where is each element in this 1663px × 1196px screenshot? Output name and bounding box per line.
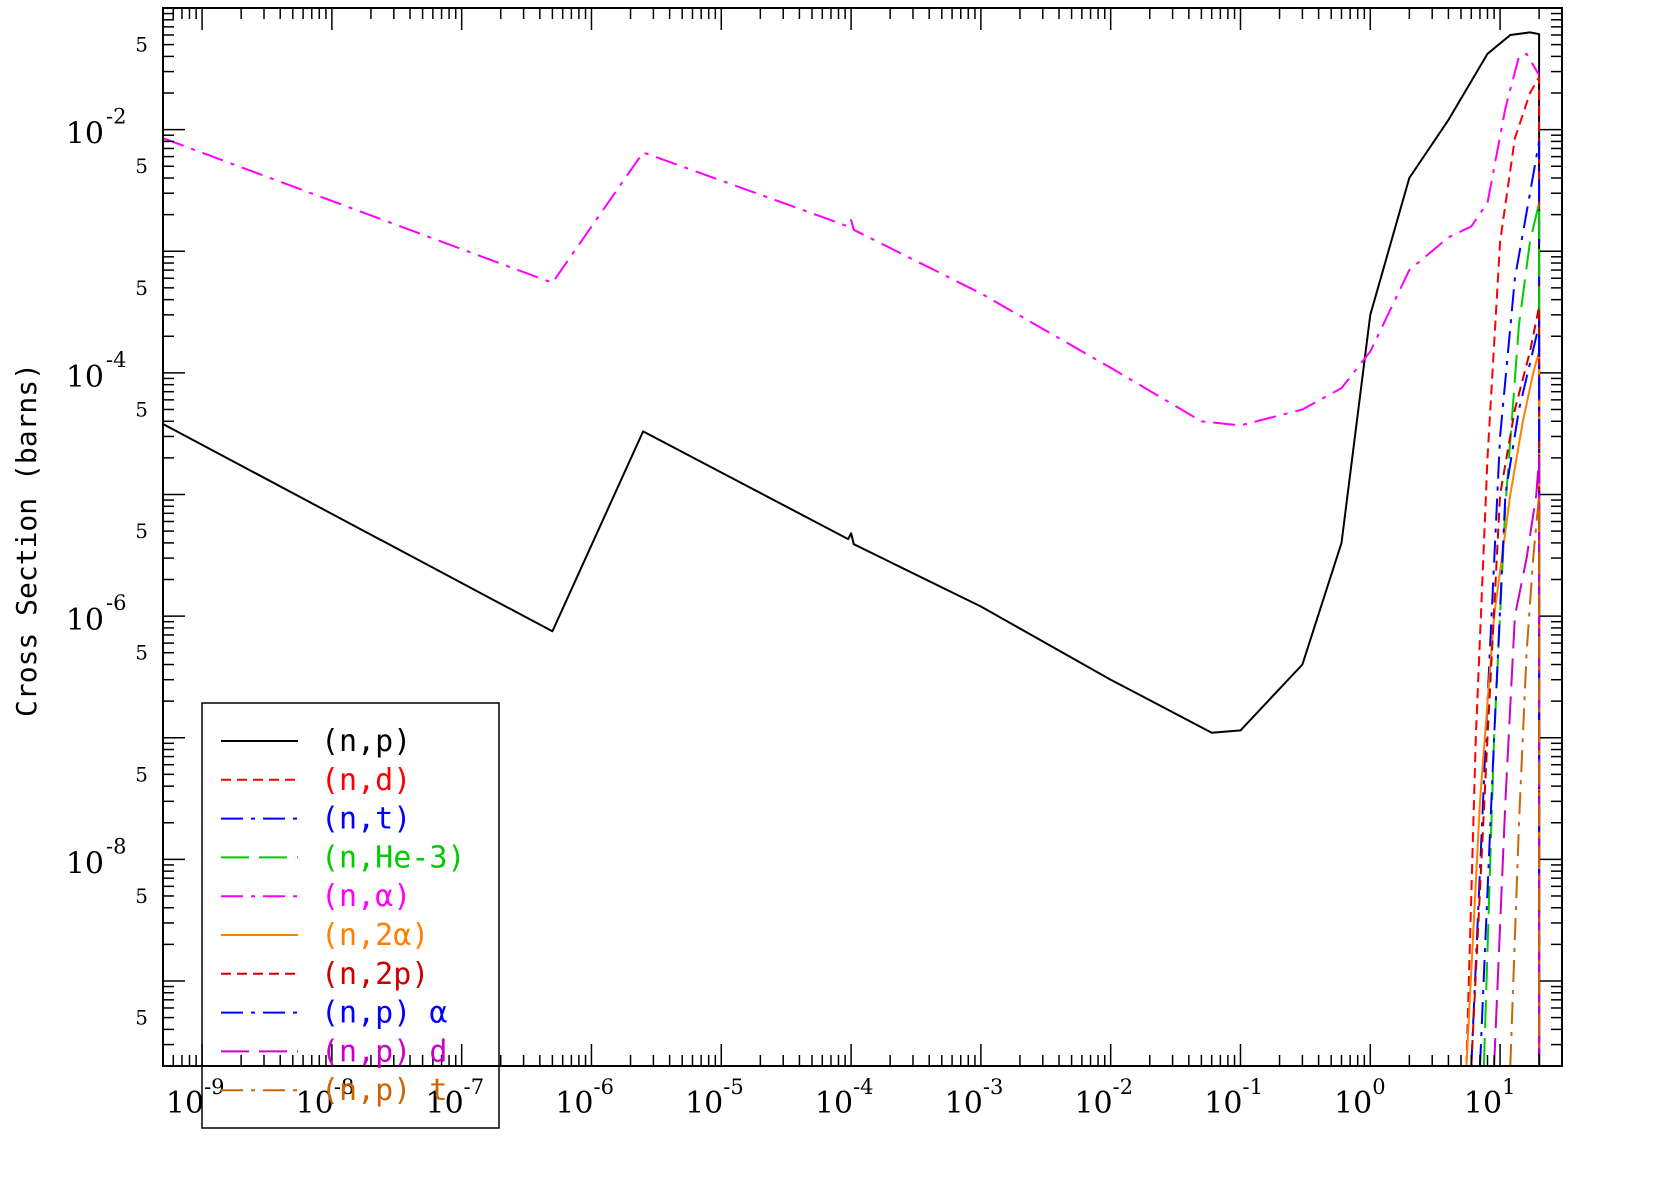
x-tick-label-base: 10 <box>1204 1086 1242 1121</box>
x-tick-label-exponent: -4 <box>853 1075 873 1099</box>
x-tick-label-base: 10 <box>425 1086 463 1121</box>
x-tick-label-base: 10 <box>1074 1086 1112 1121</box>
legend: (n,p) (n,d) (n,t)(n,He-3) (n,α) (n,2α) (n,2p)… <box>201 702 500 1129</box>
legend-label: (n,d) <box>321 763 411 798</box>
series-line-4 <box>1482 201 1541 1067</box>
series-line-3 <box>1470 140 1541 1067</box>
x-tick-label-exponent: 1 <box>1502 1075 1515 1099</box>
y-tick-label-base: 10 <box>66 603 104 638</box>
x-tick-label-base: 10 <box>1334 1086 1372 1121</box>
y-minor-tick-label: 5 <box>135 397 148 421</box>
y-minor-tick-label: 5 <box>135 641 148 665</box>
series-line-1 <box>162 31 1541 1066</box>
y-tick-label-base: 10 <box>66 846 104 881</box>
x-tick-label-base: 10 <box>166 1086 204 1121</box>
x-tick-label-base: 10 <box>296 1086 334 1121</box>
y-minor-tick-label: 5 <box>135 884 148 908</box>
y-axis-label: Cross Section (barns) <box>10 363 43 717</box>
x-tick-label-base: 10 <box>555 1086 593 1121</box>
series-line-7 <box>1470 305 1541 1067</box>
legend-label: (n,2p) <box>321 957 429 992</box>
x-tick-label-exponent: -8 <box>334 1075 354 1099</box>
x-tick-label-exponent: -2 <box>1113 1075 1133 1099</box>
legend-label: (n,He-3) <box>321 840 466 875</box>
y-tick-label-exponent: -8 <box>106 834 126 858</box>
legend-label: (n,p) d <box>321 1034 447 1069</box>
series-line-2 <box>1465 76 1541 1067</box>
plot-frame <box>162 7 1563 1067</box>
y-minor-tick-label: 5 <box>135 519 148 543</box>
series-line-5 <box>162 52 1540 427</box>
legend-box <box>201 702 500 1129</box>
x-tick-label-exponent: -5 <box>723 1075 743 1099</box>
legend-label: (n,2α) <box>321 918 429 953</box>
y-minor-tick-label: 5 <box>135 276 148 300</box>
legend-label: (n,p) <box>321 724 411 759</box>
y-minor-tick-label: 5 <box>135 1006 148 1030</box>
x-tick-label-base: 10 <box>945 1086 983 1121</box>
x-tick-label-exponent: -1 <box>1242 1075 1262 1099</box>
axes-layer: 10 -9 10 -8 10 -7 10 -6 10 -5 10 -4 10 -3 10 -2 10 -1 10 0 1… <box>66 7 1563 1121</box>
legend-label: (n,p) α <box>321 996 447 1031</box>
legend-label: (n,α) <box>321 879 411 914</box>
x-tick-label-base: 10 <box>685 1086 723 1121</box>
series-line-9 <box>1493 456 1541 1067</box>
x-tick-label-exponent: -3 <box>983 1075 1003 1099</box>
series-line-8 <box>1479 323 1541 1067</box>
x-tick-label-exponent: -9 <box>204 1075 224 1099</box>
x-tick-label-base: 10 <box>815 1086 853 1121</box>
x-tick-label-exponent: -6 <box>593 1075 613 1099</box>
y-minor-tick-label: 5 <box>135 154 148 178</box>
legend-label: (n,p) t <box>321 1073 447 1108</box>
y-tick-label-exponent: -2 <box>106 105 126 129</box>
legend-label: (n,t) <box>321 802 411 837</box>
x-tick-label-base: 10 <box>1464 1086 1502 1121</box>
x-tick-label-exponent: 0 <box>1372 1075 1385 1099</box>
y-tick-label-exponent: -6 <box>106 591 126 615</box>
y-tick-label-base: 10 <box>66 360 104 395</box>
x-tick-label-exponent: -7 <box>464 1075 484 1099</box>
series-layer <box>162 31 1541 1067</box>
y-minor-tick-label: 5 <box>135 33 148 57</box>
y-tick-label-exponent: -4 <box>106 348 126 372</box>
y-tick-label-base: 10 <box>66 117 104 152</box>
y-minor-tick-label: 5 <box>135 762 148 786</box>
